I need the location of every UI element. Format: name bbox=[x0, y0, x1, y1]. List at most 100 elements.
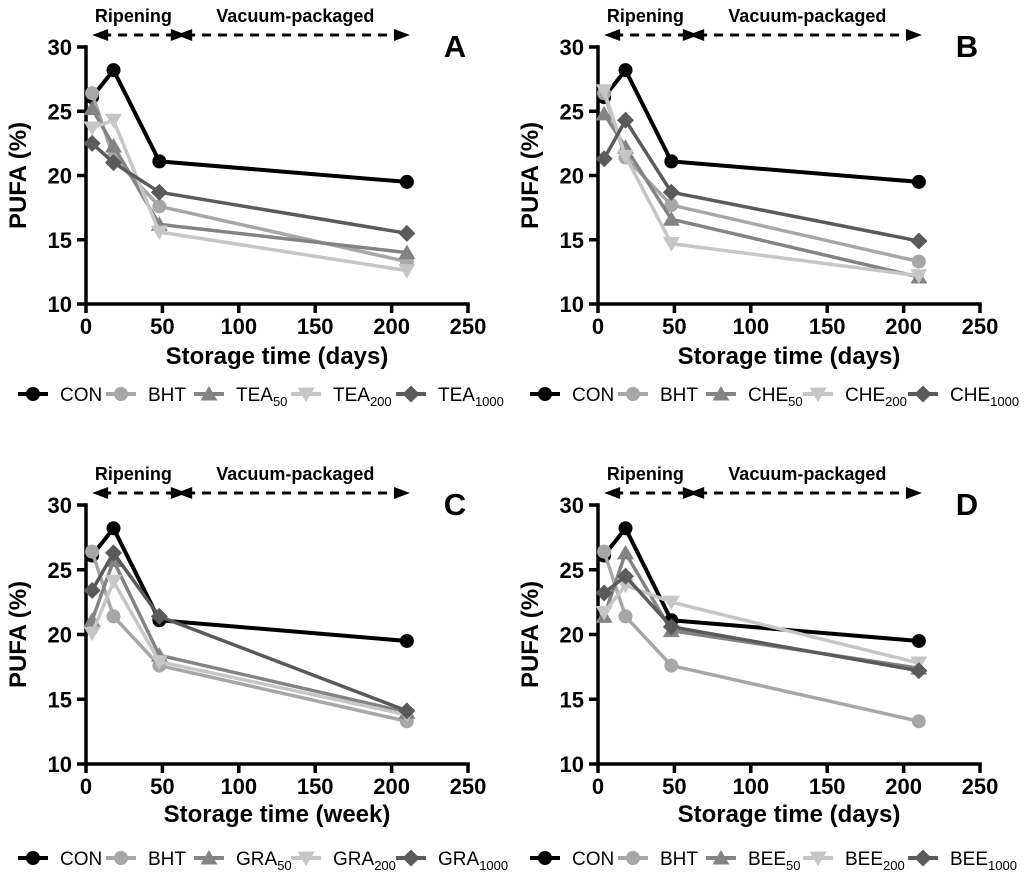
panel-letter: A bbox=[444, 29, 466, 64]
y-tick-label: 30 bbox=[48, 35, 72, 60]
series-CHE1000-marker bbox=[595, 150, 613, 168]
chart-panel-D: Ripening Vacuum-packaged D 10 15 20 25 30 0 50 100… bbox=[517, 464, 1017, 873]
chart-panel-C: Ripening Vacuum-packaged C 10 15 20 25 30 0 50 100… bbox=[5, 464, 508, 873]
y-tick-label: 20 bbox=[560, 623, 584, 648]
arrowhead-icon bbox=[688, 487, 705, 499]
arrowhead-icon bbox=[176, 487, 193, 499]
legend-marker-CON bbox=[26, 851, 40, 865]
x-tick-label: 100 bbox=[220, 774, 257, 799]
legend-label-BHT: BHT bbox=[660, 849, 698, 870]
series-CHE200-line bbox=[602, 88, 921, 278]
legend-label-TEA50: TEA50 bbox=[236, 385, 287, 409]
series-BEE200-marker bbox=[595, 605, 613, 621]
y-tick-label: 25 bbox=[560, 99, 584, 124]
y-tick-label: 30 bbox=[48, 493, 72, 518]
x-tick-label: 100 bbox=[732, 774, 769, 799]
series-CON-line bbox=[602, 526, 921, 643]
x-axis-label: Storage time (week) bbox=[164, 801, 391, 828]
series-TEA200-marker bbox=[83, 121, 101, 136]
arrowhead-icon bbox=[176, 29, 193, 41]
series-BHT-line bbox=[90, 549, 409, 724]
arrowhead-icon bbox=[905, 29, 922, 41]
panel-A: Ripening Vacuum-packaged A 10 15 20 25 30 0 50 100… bbox=[0, 0, 512, 438]
series-TEA1000-marker bbox=[105, 154, 123, 172]
y-tick-label: 25 bbox=[48, 99, 72, 124]
series-GRA200-marker bbox=[105, 574, 123, 590]
y-tick-label: 25 bbox=[48, 558, 72, 583]
arrowhead-icon bbox=[393, 487, 410, 499]
panel-letter: C bbox=[444, 487, 466, 522]
x-tick-label: 50 bbox=[150, 314, 174, 339]
legend-marker-BHT bbox=[626, 387, 640, 401]
legend-marker-TEA1000 bbox=[402, 385, 420, 403]
phase-label: Ripening bbox=[607, 464, 684, 484]
legend-marker-BEE200 bbox=[809, 851, 827, 866]
series-CON-marker bbox=[911, 174, 926, 189]
panel-D: Ripening Vacuum-packaged D 10 15 20 25 30 0 50 100… bbox=[512, 438, 1024, 876]
phase-label: Vacuum-packaged bbox=[728, 6, 886, 26]
series-CON-line bbox=[90, 68, 409, 184]
x-tick-label: 250 bbox=[450, 314, 487, 339]
legend-marker-CON bbox=[538, 387, 552, 401]
series-BHT-marker bbox=[152, 199, 167, 214]
series-BEE1000-marker bbox=[617, 567, 635, 585]
phase-label: Vacuum-packaged bbox=[216, 6, 374, 26]
legend-marker-BHT bbox=[114, 851, 128, 865]
series-GRA200-marker bbox=[83, 626, 101, 642]
series-BEE1000-marker bbox=[595, 584, 613, 602]
legend-label-GRA200: GRA200 bbox=[333, 849, 396, 873]
legend-marker-GRA50 bbox=[200, 850, 218, 865]
series-CON-marker bbox=[618, 521, 633, 536]
series-TEA50-line bbox=[90, 106, 409, 255]
legend-marker-GRA200 bbox=[297, 851, 315, 866]
series-CON-marker bbox=[106, 63, 121, 78]
series-BEE200-marker bbox=[662, 595, 680, 611]
series-BEE50-marker bbox=[617, 544, 635, 560]
x-tick-label: 0 bbox=[80, 314, 92, 339]
series-GRA1000-line bbox=[90, 551, 409, 713]
series-CHE50-marker bbox=[662, 211, 680, 226]
x-tick-label: 150 bbox=[809, 774, 846, 799]
series-CHE200-marker bbox=[617, 149, 635, 165]
legend-label-TEA200: TEA200 bbox=[333, 385, 392, 409]
x-tick-label: 200 bbox=[885, 774, 922, 799]
series-CON-marker bbox=[911, 633, 926, 648]
series-BHT-marker bbox=[106, 609, 121, 624]
x-tick-label: 250 bbox=[962, 314, 999, 339]
x-axis-label: Storage time (days) bbox=[678, 343, 901, 370]
x-tick-label: 250 bbox=[962, 774, 999, 799]
arrowhead-icon bbox=[393, 29, 410, 41]
legend-label-CHE1000: CHE1000 bbox=[950, 385, 1019, 409]
legend-label-CON: CON bbox=[60, 849, 102, 870]
series-CON-marker bbox=[399, 633, 414, 648]
y-tick-label: 10 bbox=[560, 292, 584, 317]
legend-marker-CHE1000 bbox=[914, 385, 932, 403]
y-tick-label: 10 bbox=[560, 752, 584, 777]
series-CON-marker bbox=[399, 174, 414, 189]
chart-panel-A: Ripening Vacuum-packaged A 10 15 20 25 30 0 50 100… bbox=[5, 6, 504, 409]
y-tick-label: 10 bbox=[48, 752, 72, 777]
legend-marker-TEA200 bbox=[297, 387, 315, 402]
x-tick-label: 100 bbox=[220, 314, 257, 339]
legend-label-GRA1000: GRA1000 bbox=[438, 849, 508, 873]
y-axis-label: PUFA (%) bbox=[5, 122, 32, 229]
series-BHT-marker bbox=[618, 609, 633, 624]
legend-marker-CHE200 bbox=[809, 387, 827, 402]
x-tick-label: 50 bbox=[662, 774, 686, 799]
series-GRA200-line bbox=[90, 579, 409, 717]
x-tick-label: 150 bbox=[297, 314, 334, 339]
x-tick-label: 0 bbox=[592, 774, 604, 799]
y-tick-label: 10 bbox=[48, 292, 72, 317]
legend-marker-CHE50 bbox=[712, 386, 730, 401]
arrowhead-icon bbox=[92, 29, 109, 41]
y-tick-label: 30 bbox=[560, 35, 584, 60]
series-CON-line bbox=[602, 68, 921, 184]
series-GRA200-marker bbox=[150, 655, 168, 670]
arrowhead-icon bbox=[92, 487, 109, 499]
series-CON-marker bbox=[106, 521, 121, 536]
y-tick-label: 15 bbox=[560, 228, 584, 253]
x-tick-label: 50 bbox=[662, 314, 686, 339]
y-axis-label: PUFA (%) bbox=[517, 122, 544, 229]
y-tick-label: 15 bbox=[48, 687, 72, 712]
